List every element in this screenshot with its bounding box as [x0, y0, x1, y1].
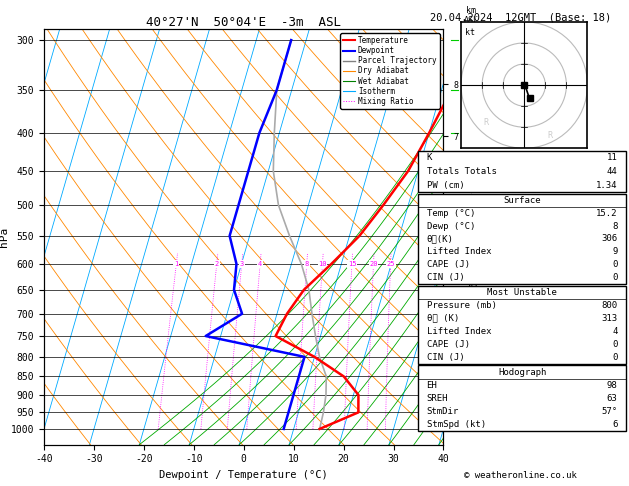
Text: 9: 9: [612, 247, 618, 256]
Text: EH: EH: [426, 381, 437, 390]
Text: R: R: [484, 119, 489, 127]
Text: 1.34: 1.34: [596, 181, 618, 190]
Text: θᴇ (K): θᴇ (K): [426, 313, 459, 323]
Text: CAPE (J): CAPE (J): [426, 260, 470, 269]
Text: θᴇ(K): θᴇ(K): [426, 234, 454, 243]
Text: 306: 306: [601, 234, 618, 243]
Text: 3: 3: [240, 261, 244, 267]
Text: StmSpd (kt): StmSpd (kt): [426, 420, 486, 429]
Legend: Temperature, Dewpoint, Parcel Trajectory, Dry Adiabat, Wet Adiabat, Isotherm, Mi: Temperature, Dewpoint, Parcel Trajectory…: [340, 33, 440, 109]
Text: 0: 0: [612, 352, 618, 362]
Text: 8: 8: [304, 261, 309, 267]
Text: StmDir: StmDir: [426, 407, 459, 416]
Text: 0: 0: [612, 260, 618, 269]
Text: Most Unstable: Most Unstable: [487, 288, 557, 297]
Text: km
ASL: km ASL: [464, 6, 479, 25]
Text: 15.2: 15.2: [596, 208, 618, 218]
Text: Pressure (mb): Pressure (mb): [426, 301, 496, 310]
Text: 11: 11: [607, 153, 618, 162]
Text: 98: 98: [607, 381, 618, 390]
Text: 800: 800: [601, 301, 618, 310]
Y-axis label: hPa: hPa: [0, 227, 9, 247]
Text: 44: 44: [607, 167, 618, 176]
Text: 0: 0: [612, 340, 618, 348]
Text: © weatheronline.co.uk: © weatheronline.co.uk: [464, 471, 577, 480]
Text: 0: 0: [612, 273, 618, 282]
Text: 313: 313: [601, 313, 618, 323]
Text: 15: 15: [348, 261, 356, 267]
Text: Lifted Index: Lifted Index: [426, 247, 491, 256]
Text: 20.04.2024  12GMT  (Base: 18): 20.04.2024 12GMT (Base: 18): [430, 12, 611, 22]
Text: Hodograph: Hodograph: [498, 367, 546, 377]
Text: 57°: 57°: [601, 407, 618, 416]
Text: 4: 4: [258, 261, 262, 267]
Text: R: R: [547, 131, 552, 140]
Text: 25: 25: [386, 261, 395, 267]
Text: 10: 10: [318, 261, 326, 267]
Text: K: K: [426, 153, 432, 162]
Text: 1LCL: 1LCL: [446, 390, 466, 399]
Text: kt: kt: [465, 28, 476, 37]
Text: Totals Totals: Totals Totals: [426, 167, 496, 176]
Text: Temp (°C): Temp (°C): [426, 208, 475, 218]
Text: PW (cm): PW (cm): [426, 181, 464, 190]
Text: 2: 2: [214, 261, 219, 267]
Text: CIN (J): CIN (J): [426, 273, 464, 282]
Y-axis label: Mixing Ratio (g/kg): Mixing Ratio (g/kg): [467, 181, 477, 293]
Text: CIN (J): CIN (J): [426, 352, 464, 362]
Text: 4: 4: [612, 327, 618, 336]
Text: Dewp (°C): Dewp (°C): [426, 222, 475, 230]
Title: 40°27'N  50°04'E  -3m  ASL: 40°27'N 50°04'E -3m ASL: [146, 16, 342, 29]
Text: CAPE (J): CAPE (J): [426, 340, 470, 348]
X-axis label: Dewpoint / Temperature (°C): Dewpoint / Temperature (°C): [159, 470, 328, 480]
Text: 1: 1: [174, 261, 179, 267]
Text: SREH: SREH: [426, 394, 448, 403]
Text: 20: 20: [369, 261, 378, 267]
Text: Surface: Surface: [503, 196, 541, 205]
Text: Lifted Index: Lifted Index: [426, 327, 491, 336]
Text: 6: 6: [612, 420, 618, 429]
Text: 8: 8: [612, 222, 618, 230]
Text: 63: 63: [607, 394, 618, 403]
